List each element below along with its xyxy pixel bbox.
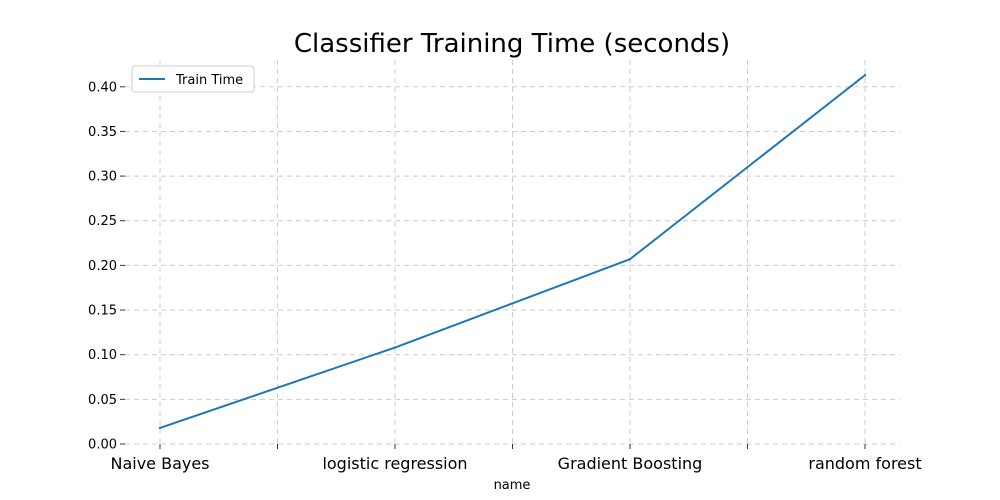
y-tick-label: 0.15 <box>88 304 117 319</box>
y-tick-label: 0.25 <box>88 214 117 229</box>
data-point <box>628 257 632 261</box>
x-tick-label: Naive Bayes <box>110 454 209 473</box>
y-tick-label: 0.30 <box>88 170 117 185</box>
x-tick-label: logistic regression <box>322 454 467 473</box>
series-layer <box>158 73 867 430</box>
chart-title: Classifier Training Time (seconds) <box>294 29 730 59</box>
legend: Train Time <box>131 65 255 93</box>
data-point <box>863 73 867 77</box>
y-tick-label: 0.35 <box>88 125 117 140</box>
x-tick-label: random forest <box>808 454 921 473</box>
grid <box>125 60 900 445</box>
data-point <box>393 346 397 349</box>
legend-box <box>131 65 255 93</box>
legend-label: Train Time <box>175 73 243 88</box>
y-tick-label: 0.20 <box>88 259 117 274</box>
y-tick-label: 0.00 <box>88 438 117 453</box>
series-line <box>159 74 866 429</box>
y-tick-label: 0.05 <box>88 393 117 408</box>
x-tick-label: Gradient Boosting <box>558 454 703 473</box>
y-tick-label: 0.10 <box>88 348 117 363</box>
x-axis: Naive Bayes logistic regression Gradient B… <box>110 444 922 473</box>
x-axis-label: name <box>494 478 531 493</box>
y-axis: 0.00 0.05 0.10 0.15 0.20 0.25 0.30 0.35 0.40 <box>88 80 125 453</box>
y-tick-label: 0.40 <box>88 80 117 95</box>
data-point <box>158 426 162 430</box>
